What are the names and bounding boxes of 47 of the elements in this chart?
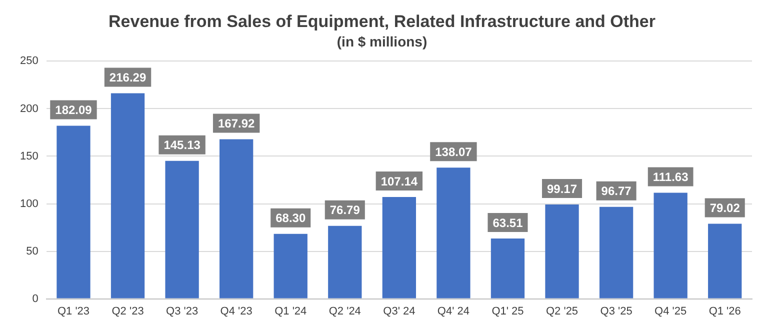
x-tick-label: Q4 '25 <box>654 305 687 318</box>
y-tick-label: 250 <box>20 55 38 68</box>
x-tick-label: Q2 '24 <box>328 305 361 318</box>
bar <box>328 226 362 298</box>
data-label: 182.09 <box>55 103 92 118</box>
bar <box>545 204 579 298</box>
data-label: 145.13 <box>164 138 201 152</box>
x-tick-label: Q3' 24 <box>383 305 416 318</box>
data-label: 167.92 <box>218 116 256 131</box>
y-tick-label: 150 <box>20 150 38 162</box>
x-tick-label: Q1' 25 <box>492 305 524 318</box>
bar <box>274 234 308 298</box>
chart-title: Revenue from Sales of Equipment, Related Infrastructure and Other <box>108 12 656 31</box>
bar <box>599 206 634 298</box>
x-tick-label: Q3 '23 <box>166 305 198 318</box>
y-tick-label: 0 <box>32 292 38 305</box>
bar <box>436 168 470 298</box>
x-tick-label: Q2 '23 <box>112 305 144 318</box>
bar <box>654 192 688 298</box>
bar <box>220 139 254 298</box>
bar <box>110 93 145 298</box>
data-label: 79.02 <box>710 201 740 216</box>
data-label: 111.63 <box>652 170 689 184</box>
x-tick-label: Q3 '25 <box>600 305 632 318</box>
chart-subtitle: (in $ millions) <box>336 34 428 50</box>
x-tick-label: Q1 '24 <box>274 305 307 318</box>
data-label: 68.30 <box>276 211 306 226</box>
bar <box>490 238 525 298</box>
data-label: 96.77 <box>601 184 632 198</box>
x-tick-label: Q4 '23 <box>220 305 252 318</box>
data-label: 76.79 <box>330 203 360 218</box>
bar <box>56 126 90 298</box>
data-label: 216.29 <box>109 70 146 85</box>
bar <box>165 160 199 298</box>
data-label: 63.51 <box>492 216 524 230</box>
y-tick-label: 100 <box>20 198 38 210</box>
y-tick-label: 50 <box>26 245 38 258</box>
x-tick-label: Q1 '23 <box>57 305 90 318</box>
y-tick-label: 200 <box>20 102 38 115</box>
bar <box>382 196 416 298</box>
x-tick-label: Q4' 24 <box>437 305 470 318</box>
x-tick-label: Q2 '25 <box>546 305 578 318</box>
data-label: 107.14 <box>380 174 418 188</box>
bar <box>708 224 742 298</box>
x-tick-label: Q1 '26 <box>708 305 741 318</box>
data-label: 99.17 <box>547 182 578 196</box>
data-label: 138.07 <box>435 144 472 159</box>
